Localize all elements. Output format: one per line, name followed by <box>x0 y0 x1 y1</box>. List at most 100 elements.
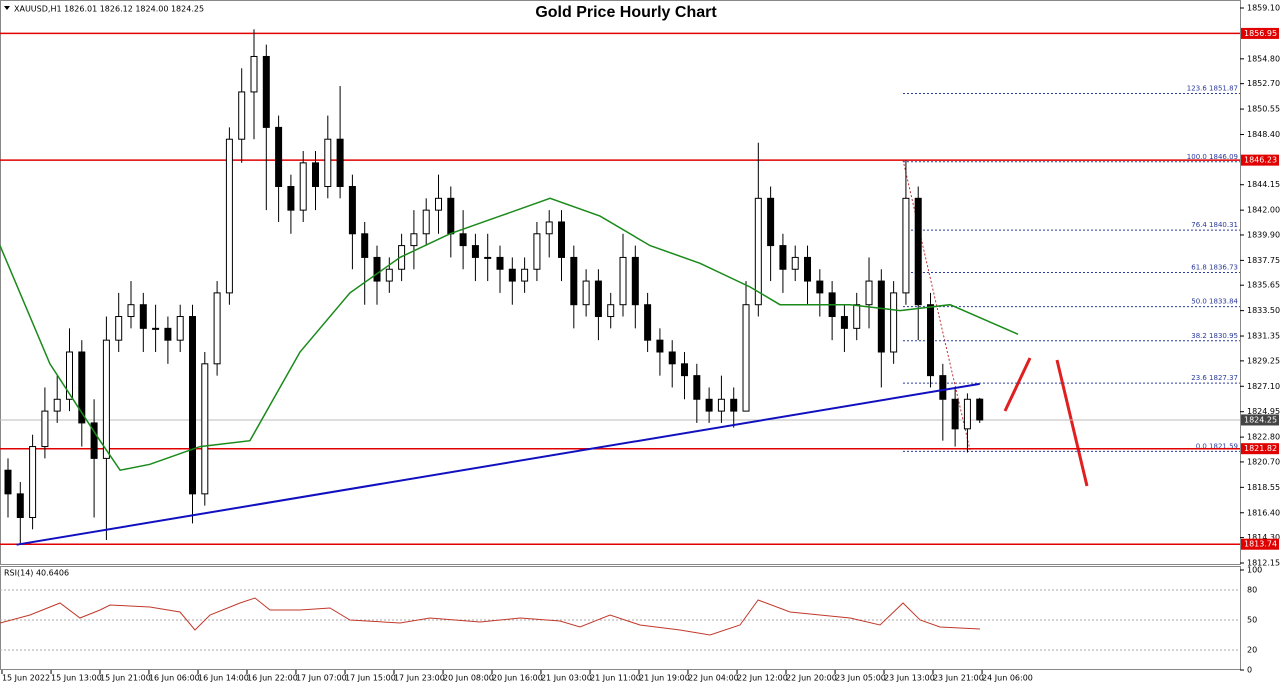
y-tick-label: 1854.80 <box>1247 54 1280 63</box>
candle-body <box>262 55 270 128</box>
candle-body <box>250 55 258 93</box>
candle-body <box>65 351 73 400</box>
level-label: 1821.82 <box>1244 444 1277 453</box>
x-tick-label: 23 Jun 13:00 <box>884 674 935 683</box>
candle-body <box>127 304 135 318</box>
candle-body <box>853 304 861 329</box>
candle-body <box>471 245 479 258</box>
candle-body <box>840 316 848 329</box>
candle-body <box>41 410 49 448</box>
y-tick-label: 1820.70 <box>1247 457 1280 466</box>
y-tick-label: 1833.50 <box>1247 306 1280 315</box>
candle-body <box>225 138 233 294</box>
candle-body <box>348 185 356 235</box>
arrow-down <box>1055 359 1089 487</box>
rsi-label: RSI(14) 40.6406 <box>4 569 69 578</box>
current-price-box <box>1241 414 1279 426</box>
fib-label: 38.2 1830.95 <box>1191 332 1238 340</box>
x-tick-label: 16 Jun 22:00 <box>247 674 298 683</box>
fib-label: 23.6 1827.37 <box>1191 374 1238 382</box>
candle-body <box>767 197 775 247</box>
candle-body <box>742 304 750 412</box>
candle-body <box>890 292 898 353</box>
candle-body <box>287 185 295 211</box>
rsi-tick-label: 80 <box>1247 586 1257 595</box>
candle-body <box>927 304 935 377</box>
level-label: 1856.95 <box>1244 29 1277 38</box>
candle-body <box>976 398 984 421</box>
candle-body <box>373 256 381 282</box>
rsi-tick-label: 0 <box>1247 666 1252 675</box>
y-tick-label: 1822.80 <box>1247 433 1280 442</box>
candle-body <box>582 280 590 306</box>
y-tick-label: 1842.00 <box>1247 206 1280 215</box>
candle-body <box>139 304 147 329</box>
candle-body <box>189 316 197 495</box>
fib-label: 100.0 1846.09 <box>1187 153 1238 161</box>
x-tick-label: 22 Jun 04:00 <box>688 674 739 683</box>
rsi-tick-label: 100 <box>1247 566 1262 575</box>
candle-body <box>681 363 689 377</box>
y-tick-label: 1859.10 <box>1247 4 1280 13</box>
x-tick-label: 22 Jun 20:00 <box>786 674 837 683</box>
candle-body <box>496 256 504 270</box>
candle-body <box>902 197 910 294</box>
menu-arrow <box>4 6 10 10</box>
candle-body <box>521 268 529 282</box>
x-tick-label: 23 Jun 05:00 <box>835 674 886 683</box>
candle-body <box>594 280 602 318</box>
x-tick-label: 20 Jun 08:00 <box>443 674 494 683</box>
level-box <box>1241 443 1279 455</box>
symbol-header: XAUUSD,H1 1826.01 1826.12 1824.00 1824.2… <box>14 5 204 14</box>
candle-body <box>312 162 320 187</box>
candle-body <box>16 493 24 518</box>
candle-body <box>336 138 344 187</box>
candle-body <box>631 256 639 306</box>
x-tick-label: 21 Jun 03:00 <box>541 674 592 683</box>
candle-body <box>693 375 701 400</box>
x-tick-label: 17 Jun 07:00 <box>296 674 347 683</box>
fib-label: 50.0 1833.84 <box>1191 298 1238 306</box>
trendline <box>16 382 980 546</box>
candle-body <box>152 327 160 330</box>
candle-body <box>545 221 553 235</box>
y-tick-label: 1831.35 <box>1247 332 1280 341</box>
y-tick-label: 1839.90 <box>1247 230 1280 239</box>
candle-body <box>570 256 578 306</box>
x-tick-label: 15 Jun 21:00 <box>100 674 151 683</box>
y-tick-label: 1848.40 <box>1247 130 1280 139</box>
x-tick-label: 20 Jun 16:00 <box>492 674 543 683</box>
candle-body <box>238 91 246 140</box>
candle-body <box>607 304 615 318</box>
candle-body <box>53 398 61 412</box>
x-tick-label: 23 Jun 21:00 <box>933 674 984 683</box>
candle-body <box>558 221 566 258</box>
candle-body <box>361 233 369 258</box>
y-tick-label: 1850.55 <box>1247 105 1280 114</box>
candle-body <box>668 351 676 365</box>
candle-body <box>939 375 947 400</box>
candle-body <box>791 256 799 270</box>
y-tick-label: 1814.30 <box>1247 533 1280 542</box>
x-tick-label: 15 Jun 13:00 <box>51 674 102 683</box>
y-tick-label: 1812.15 <box>1247 559 1280 568</box>
candle-body <box>201 363 209 495</box>
candle-body <box>484 256 492 259</box>
candle-body <box>951 398 959 430</box>
candle-body <box>164 327 172 341</box>
y-tick-label: 1852.70 <box>1247 79 1280 88</box>
candle-body <box>459 233 467 247</box>
rsi-line <box>0 597 981 636</box>
candle-body <box>4 469 12 495</box>
candle-body <box>508 268 516 282</box>
level-box <box>1241 538 1279 550</box>
arrow-up <box>1003 357 1032 412</box>
x-tick-label: 16 Jun 14:00 <box>198 674 249 683</box>
y-tick-label: 1837.75 <box>1247 256 1280 265</box>
y-tick-label: 1818.55 <box>1247 483 1280 492</box>
candle-body <box>102 339 110 459</box>
candle-body <box>324 138 332 187</box>
level-box <box>1241 27 1279 39</box>
candle-body <box>78 351 86 424</box>
